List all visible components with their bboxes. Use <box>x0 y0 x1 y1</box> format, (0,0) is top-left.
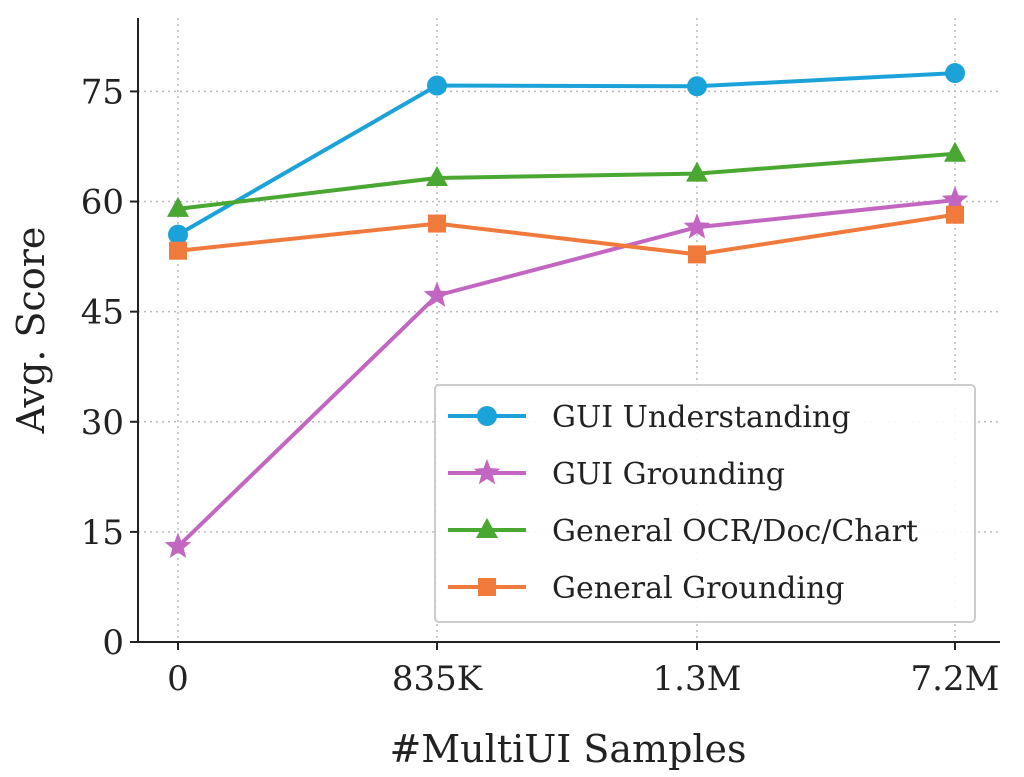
x-tick-label: 835K <box>392 659 483 699</box>
series-general-ocr-doc-chart <box>167 141 966 217</box>
legend-label: GUI Grounding <box>552 457 785 492</box>
axes <box>137 18 1000 643</box>
series-line-general-grounding <box>177 212 956 257</box>
data-point-general-grounding <box>169 241 187 260</box>
series-gui-understanding <box>168 63 965 245</box>
legend-box <box>434 384 976 623</box>
data-point-gui-grounding <box>683 213 711 239</box>
y-tick-label: 15 <box>81 513 124 553</box>
series-line-gui-understanding <box>177 71 956 237</box>
data-point-gui-understanding <box>427 75 447 96</box>
legend-item-general-ocr-doc-chart: General OCR/Doc/Chart <box>448 514 918 549</box>
series-line-general-ocr-doc-chart <box>177 151 956 211</box>
legend-label: GUI Understanding <box>552 400 851 435</box>
data-point-general-grounding <box>946 205 964 224</box>
legend-item-gui-understanding: GUI Understanding <box>448 400 851 435</box>
y-ticks: 0 15 30 45 60 75 <box>81 72 138 663</box>
x-tick-label: 7.2M <box>911 659 1000 699</box>
data-point-gui-understanding <box>945 63 965 84</box>
data-point-general-ocr-doc-chart <box>426 166 448 187</box>
x-axis-title: #MultiUI Samples <box>389 727 746 771</box>
y-axis-title: Avg. Score <box>9 227 53 435</box>
series-group <box>164 63 969 558</box>
legend-marker <box>476 518 498 538</box>
legend: GUI Understanding GUI Grounding General OC… <box>434 384 976 623</box>
x-tick-label: 1.3M <box>653 659 742 699</box>
data-point-general-ocr-doc-chart <box>686 161 708 182</box>
x-tick-label: 0 <box>167 659 189 699</box>
grid-lines <box>138 18 1000 643</box>
y-tick-label: 30 <box>81 403 124 443</box>
y-tick-label: 0 <box>102 623 124 663</box>
data-point-gui-grounding <box>941 186 969 212</box>
series-line-gui-grounding <box>176 198 956 549</box>
data-point-general-grounding <box>688 245 706 264</box>
data-point-general-ocr-doc-chart <box>167 196 189 217</box>
legend-marker <box>473 459 501 485</box>
data-point-gui-understanding <box>687 76 707 97</box>
legend-item-general-grounding: General Grounding <box>448 571 845 606</box>
data-point-gui-grounding <box>423 281 451 307</box>
series-general-grounding <box>169 205 964 264</box>
data-point-general-ocr-doc-chart <box>944 141 966 162</box>
data-point-general-grounding <box>428 214 446 233</box>
data-point-gui-understanding <box>168 224 188 245</box>
y-tick-label: 45 <box>81 293 124 333</box>
legend-marker <box>477 406 497 426</box>
x-ticks: 0 835K 1.3M 7.2M <box>167 642 999 699</box>
legend-item-gui-grounding: GUI Grounding <box>448 457 785 492</box>
series-gui-grounding <box>164 186 969 558</box>
legend-label: General OCR/Doc/Chart <box>552 514 918 549</box>
y-tick-label: 75 <box>81 72 124 112</box>
y-tick-label: 60 <box>81 183 124 223</box>
legend-label: General Grounding <box>552 571 845 606</box>
data-point-gui-grounding <box>164 532 192 558</box>
legend-marker <box>478 578 496 596</box>
